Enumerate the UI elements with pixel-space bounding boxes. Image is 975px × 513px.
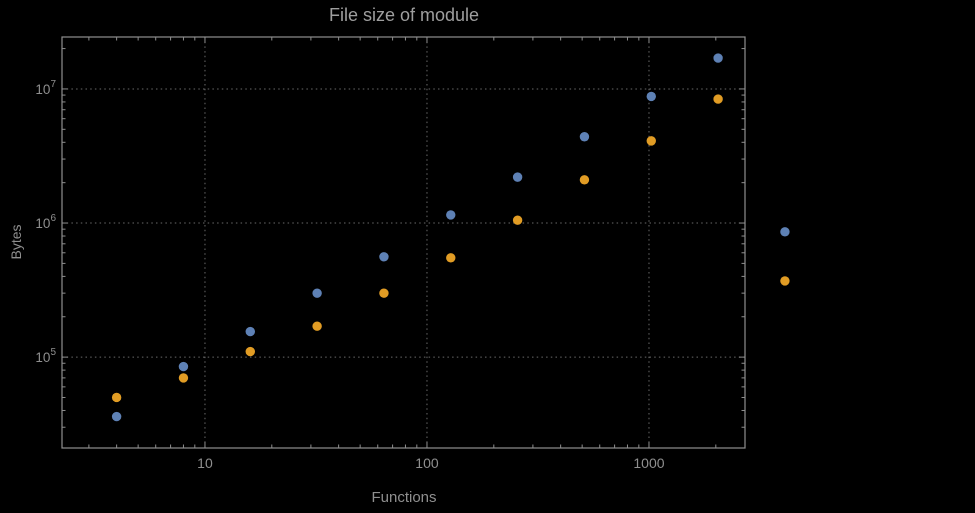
data-point-series-1 bbox=[713, 53, 723, 63]
data-point-series-1 bbox=[446, 210, 456, 220]
data-point-series-2 bbox=[312, 321, 322, 331]
x-tick-label: 1000 bbox=[633, 455, 664, 471]
x-tick-label: 100 bbox=[415, 455, 439, 471]
data-point-series-1 bbox=[245, 326, 255, 337]
data-point-series-1 bbox=[646, 91, 656, 102]
data-point-series-1 bbox=[111, 411, 122, 422]
data-point-series-1 bbox=[379, 252, 389, 262]
data-point-series-2 bbox=[713, 94, 723, 104]
y-tick-label: 106 bbox=[35, 213, 56, 231]
data-point-series-2 bbox=[245, 346, 255, 357]
data-point-series-2 bbox=[379, 288, 389, 298]
data-point-series-1 bbox=[579, 132, 590, 142]
data-point-series-1 bbox=[512, 172, 523, 182]
y-tick-label: 105 bbox=[35, 347, 56, 365]
data-point-series-2 bbox=[178, 373, 189, 383]
data-point-series-2 bbox=[111, 392, 122, 403]
plot-frame bbox=[61, 36, 746, 449]
data-point-series-2 bbox=[646, 136, 656, 146]
data-point-series-1 bbox=[780, 227, 790, 237]
data-point-series-2 bbox=[579, 175, 590, 185]
chart-title: File size of module bbox=[328, 5, 480, 25]
data-point-series-2 bbox=[512, 215, 523, 225]
y-tick-label: 107 bbox=[35, 79, 56, 97]
data-point-series-1 bbox=[312, 288, 322, 298]
x-tick-label: 10 bbox=[197, 455, 213, 471]
x-axis-label: Functions bbox=[371, 489, 437, 506]
data-point-series-2 bbox=[780, 276, 790, 286]
data-point-series-1 bbox=[178, 361, 189, 372]
y-axis-label: Bytes bbox=[8, 224, 24, 260]
data-point-series-2 bbox=[446, 253, 456, 263]
